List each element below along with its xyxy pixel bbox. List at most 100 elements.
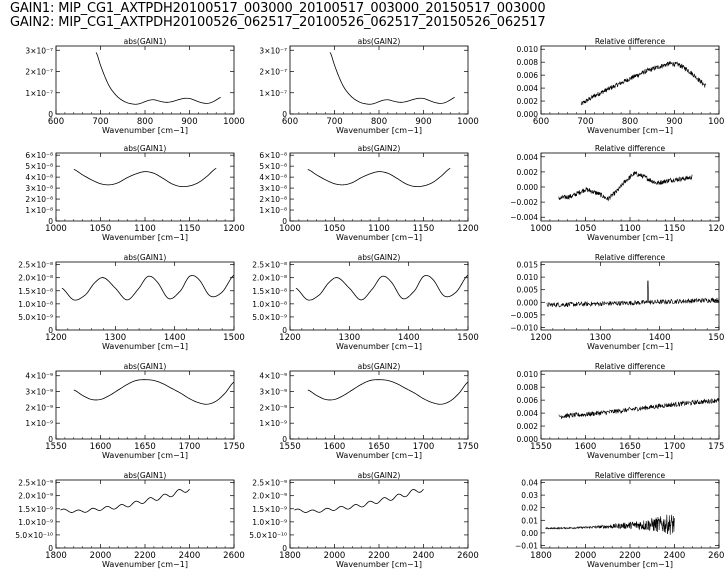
series-line <box>580 61 706 106</box>
x-tick-label: 1550 <box>45 442 67 452</box>
x-axis-label: Wavenumber [cm−1] <box>102 342 188 351</box>
x-tick-label: 1000 <box>45 224 67 234</box>
y-tick-label: 5.0×10⁻¹⁰ <box>249 531 287 540</box>
y-tick-label: 2.5×10⁻⁸ <box>18 261 53 270</box>
plot-3-2: Relative difference 1550 1600 1650 1700 1750 W… <box>517 362 724 460</box>
x-tick-label: 1150 <box>664 224 686 234</box>
x-tick-label: 800 <box>622 117 638 127</box>
plot-frame <box>55 152 235 222</box>
plot-title: abs(GAIN2) <box>358 471 401 480</box>
series-line <box>95 52 221 105</box>
plot-frame <box>289 261 469 331</box>
plot-3-0: abs(GAIN1) 1550 1600 1650 1700 1750 Wavenumber… <box>25 362 244 460</box>
y-tick-label: 0.002 <box>517 168 539 177</box>
y-tick-label: 0.04 <box>521 479 538 488</box>
plot-title: abs(GAIN1) <box>124 471 167 480</box>
x-tick-label: 1650 <box>134 442 156 452</box>
x-axis-label: Wavenumber [cm−1] <box>336 126 422 135</box>
y-tick-label: 3×10⁻⁷ <box>259 46 287 55</box>
x-axis-label: Wavenumber [cm−1] <box>336 560 422 569</box>
x-tick-label: 1200 <box>279 333 301 343</box>
x-tick-label: 1500 <box>223 333 245 343</box>
x-tick-label: 1050 <box>90 224 112 234</box>
plot-title: abs(GAIN1) <box>124 144 167 153</box>
series-line <box>295 274 469 301</box>
plot-4-0: abs(GAIN1) 1800 2000 2200 2400 2600 Wavenumber… <box>15 471 245 569</box>
x-tick-label: 1100 <box>134 224 156 234</box>
y-tick-label: 0.010 <box>517 273 539 282</box>
x-tick-label: 1200 <box>457 224 479 234</box>
plot-frame <box>289 152 469 222</box>
plot-title: abs(GAIN2) <box>358 37 401 46</box>
plot-frame <box>540 261 720 331</box>
series-line <box>307 379 469 405</box>
y-tick-label: 0.005 <box>517 286 539 295</box>
y-tick-label: 0.015 <box>517 261 539 270</box>
x-tick-label: 2000 <box>90 551 112 561</box>
series-line <box>558 170 693 202</box>
x-tick-label: 1400 <box>398 333 420 343</box>
x-tick-label: 1750 <box>457 442 479 452</box>
y-tick-label: 0.002 <box>517 97 539 106</box>
series-line <box>546 280 720 308</box>
y-tick-label: 4×10⁻⁹ <box>25 372 53 381</box>
plot-frame <box>540 152 720 222</box>
x-tick-label: 700 <box>92 117 108 127</box>
x-tick-label: 2200 <box>368 551 390 561</box>
y-tick-label: 1.0×10⁻⁹ <box>18 518 53 527</box>
gain1-label: GAIN1: MIP_CG1_AXTPDH20100517_003000_201… <box>10 1 546 16</box>
plot-2-1: abs(GAIN2) 1200 1300 1400 1500 Wavenumber [cm… <box>252 253 479 351</box>
x-tick-label: 2200 <box>134 551 156 561</box>
series-line <box>307 167 451 188</box>
x-axis-label: Wavenumber [cm−1] <box>336 342 422 351</box>
x-axis-label: Wavenumber [cm−1] <box>102 233 188 242</box>
y-tick-label: 0.02 <box>521 504 538 513</box>
y-tick-label: 5×10⁻⁸ <box>25 162 53 171</box>
y-tick-label: 0 <box>282 544 287 553</box>
plot-title: Relative difference <box>595 37 666 46</box>
x-tick-label: 900 <box>415 117 431 127</box>
y-tick-label: −0.004 <box>510 213 538 222</box>
x-tick-label: 1000 <box>530 224 552 234</box>
x-axis-label: Wavenumber [cm−1] <box>587 560 673 569</box>
y-tick-label: 0.000 <box>517 110 539 119</box>
y-tick-label: 1×10⁻⁷ <box>25 89 53 98</box>
x-axis-label: Wavenumber [cm−1] <box>102 560 188 569</box>
x-tick-label: 700 <box>577 117 593 127</box>
y-tick-label: 5.0×10⁻⁹ <box>18 313 53 322</box>
y-tick-label: 0.006 <box>517 396 539 405</box>
plot-frame <box>55 45 235 115</box>
x-tick-label: 1100 <box>368 224 390 234</box>
x-tick-label: 1100 <box>619 224 641 234</box>
x-tick-label: 800 <box>371 117 387 127</box>
x-axis-label: Wavenumber [cm−1] <box>336 233 422 242</box>
series-line <box>60 488 190 513</box>
x-tick-label: 1650 <box>619 442 641 452</box>
plot-title: Relative difference <box>595 471 666 480</box>
plot-frame <box>55 479 235 549</box>
plot-1-1: abs(GAIN2) 1000 1050 1100 1150 1200 Wavenumber… <box>259 144 478 242</box>
x-tick-label: 2400 <box>179 551 201 561</box>
series-line <box>294 488 424 513</box>
x-axis-label: Wavenumber [cm−1] <box>102 126 188 135</box>
y-tick-label: 0 <box>48 217 53 226</box>
y-tick-label: 3×10⁻⁸ <box>25 184 53 193</box>
plot-2-0: abs(GAIN1) 1200 1300 1400 1500 Wavenumber [cm… <box>18 253 245 351</box>
y-tick-label: 2×10⁻⁹ <box>259 403 287 412</box>
x-tick-label: 1600 <box>90 442 112 452</box>
plot-frame <box>289 45 469 115</box>
plot-title: abs(GAIN1) <box>124 37 167 46</box>
y-tick-label: 2.0×10⁻⁹ <box>18 492 53 501</box>
series-line <box>73 167 217 188</box>
x-tick-label: 2000 <box>575 551 597 561</box>
y-tick-label: 3×10⁻⁸ <box>259 184 287 193</box>
y-tick-label: −0.002 <box>510 198 538 207</box>
x-tick-label: 1200 <box>530 333 552 343</box>
x-tick-label: 700 <box>326 117 342 127</box>
y-tick-label: 5.0×10⁻¹⁰ <box>15 531 53 540</box>
x-tick-label: 800 <box>137 117 153 127</box>
y-tick-label: 1×10⁻⁸ <box>25 206 53 215</box>
x-tick-label: 2600 <box>457 551 479 561</box>
plot-0-2: Relative difference 600 700 800 900 1000 Waven… <box>517 37 724 135</box>
x-tick-label: 1500 <box>457 333 479 343</box>
